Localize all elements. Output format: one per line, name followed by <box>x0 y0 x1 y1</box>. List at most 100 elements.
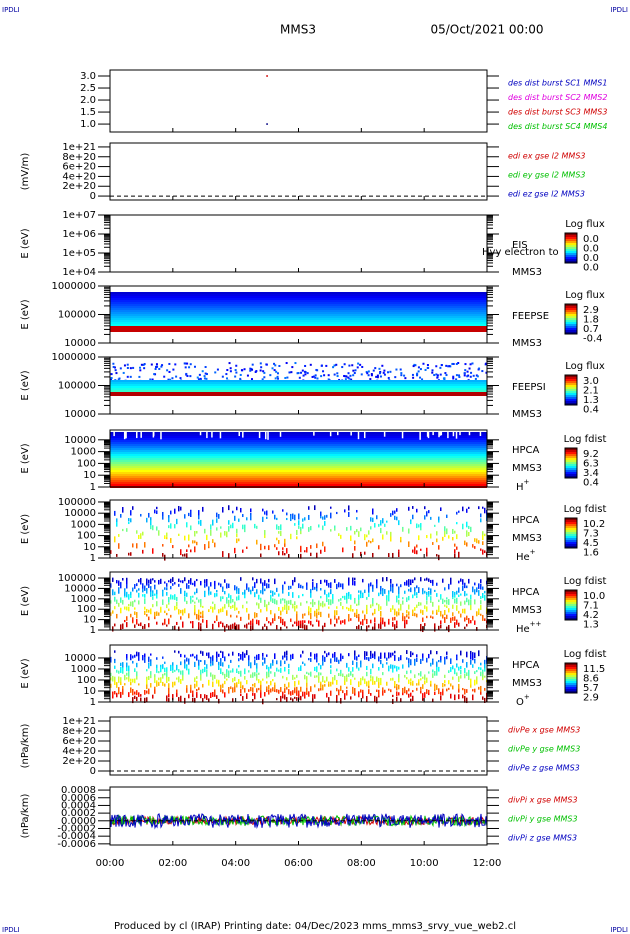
spectrum-texture <box>158 612 160 616</box>
spectrum-texture <box>372 626 374 631</box>
spectrum-texture <box>284 600 286 604</box>
spectrum-texture <box>324 520 326 526</box>
spectrum-texture <box>398 666 400 670</box>
spectrum-texture <box>472 653 474 658</box>
legend-entry: divPi x gse MMS3 <box>508 796 578 805</box>
spectrum-texture <box>112 362 115 365</box>
spectrum-texture <box>294 696 296 699</box>
spectrum-texture <box>274 514 276 520</box>
spectrum-texture <box>298 692 300 697</box>
spectrum-texture <box>470 605 472 611</box>
spectrum-texture <box>280 598 282 604</box>
colorbar-cell <box>565 474 577 476</box>
spectrum-texture <box>318 676 320 680</box>
spectrum-texture <box>392 587 394 593</box>
logo-left: IPDLI <box>2 6 20 14</box>
spectrum-texture <box>120 607 122 614</box>
spectrum-texture <box>374 651 376 658</box>
spectrum-texture <box>258 621 260 626</box>
spectrum-texture <box>286 677 288 681</box>
spectrum-texture <box>352 667 354 672</box>
spectrum-texture <box>282 598 284 601</box>
spectrum-texture <box>282 691 284 698</box>
spectrum-texture <box>210 591 212 595</box>
colorbar-cell <box>565 466 577 468</box>
spectrum-texture <box>311 375 314 378</box>
spectrum-texture <box>122 669 124 674</box>
spectrum-texture <box>144 657 146 663</box>
spectrum-texture <box>184 654 186 658</box>
spectrum-texture <box>124 589 126 596</box>
spectrum-texture <box>420 671 422 677</box>
spectrum-texture <box>262 370 265 373</box>
spectrum-texture <box>428 590 430 597</box>
spectrum-texture <box>240 577 242 580</box>
spectrum-texture <box>154 593 156 596</box>
spectrum-texture <box>404 581 406 586</box>
spectrum-texture <box>190 684 192 688</box>
spectrum-texture <box>310 671 312 677</box>
spectrum-texture <box>383 432 386 437</box>
spectrum-texture <box>178 578 180 582</box>
spectrum-texture <box>296 611 298 617</box>
spectrum-texture <box>432 616 434 619</box>
spectrum-texture <box>168 683 170 689</box>
spectrum-texture <box>380 520 382 526</box>
spectrum-texture <box>468 669 470 676</box>
spectrum-texture <box>174 669 176 672</box>
spectrum-texture <box>300 665 302 671</box>
spectrum-texture <box>411 373 414 376</box>
spectrum-texture <box>390 584 392 589</box>
y-tick-label: 10000 <box>64 583 96 594</box>
spectrum-texture <box>296 690 298 696</box>
spectrum-texture <box>388 688 390 691</box>
spectrum-texture <box>110 304 487 306</box>
y-tick-label: -0.0006 <box>57 839 96 850</box>
spectrum-texture <box>374 619 376 623</box>
spectrum-texture <box>344 595 346 600</box>
spectrum-texture <box>447 432 449 439</box>
colorbar-cell <box>565 247 577 249</box>
spectrum-texture <box>469 375 472 378</box>
spectrum-texture <box>392 664 394 670</box>
spectrum-texture <box>142 531 144 536</box>
colorbar-cell <box>565 673 577 675</box>
spectrum-texture <box>242 655 244 661</box>
spectrum-texture <box>352 553 354 558</box>
spectrum-texture <box>221 375 224 378</box>
spectrum-texture <box>234 683 236 687</box>
spectrum-texture <box>432 610 434 615</box>
spectrum-texture <box>350 378 353 381</box>
spectrum-texture <box>192 621 194 626</box>
spectrum-texture <box>124 619 126 623</box>
spectrum-texture <box>452 665 454 670</box>
spectrum-texture <box>464 608 466 614</box>
spectrum-texture <box>364 534 366 541</box>
y-axis-label: E (eV) <box>20 514 31 544</box>
spectrum-texture <box>198 520 200 525</box>
colorbar-label: -0.4 <box>583 334 603 345</box>
spectrum-texture <box>180 661 182 666</box>
spectrum-texture <box>352 673 354 678</box>
spectrum-texture <box>346 662 348 668</box>
colorbar-cell <box>565 460 577 462</box>
spectrum-texture <box>430 588 432 594</box>
instrument-label: MMS3 <box>512 338 542 349</box>
spectrum-texture <box>166 667 168 672</box>
colorbar-label: 7.3 <box>583 529 599 540</box>
spectrum-texture <box>394 610 396 616</box>
spectrum-texture <box>126 662 128 668</box>
spectrum-texture <box>212 623 214 630</box>
spectrum-texture <box>178 505 180 512</box>
species-charge: ++ <box>530 620 542 628</box>
spectrum-texture <box>340 673 342 677</box>
spectrum-texture <box>418 524 420 528</box>
spectrum-texture <box>380 606 382 610</box>
spectrum-texture <box>310 620 312 626</box>
spectrum-texture <box>270 680 272 686</box>
spectrum-texture <box>480 667 482 671</box>
spectrum-texture <box>330 665 332 669</box>
spectrum-texture <box>113 366 116 369</box>
spectrum-texture <box>166 695 168 702</box>
spectrum-texture <box>408 616 410 619</box>
